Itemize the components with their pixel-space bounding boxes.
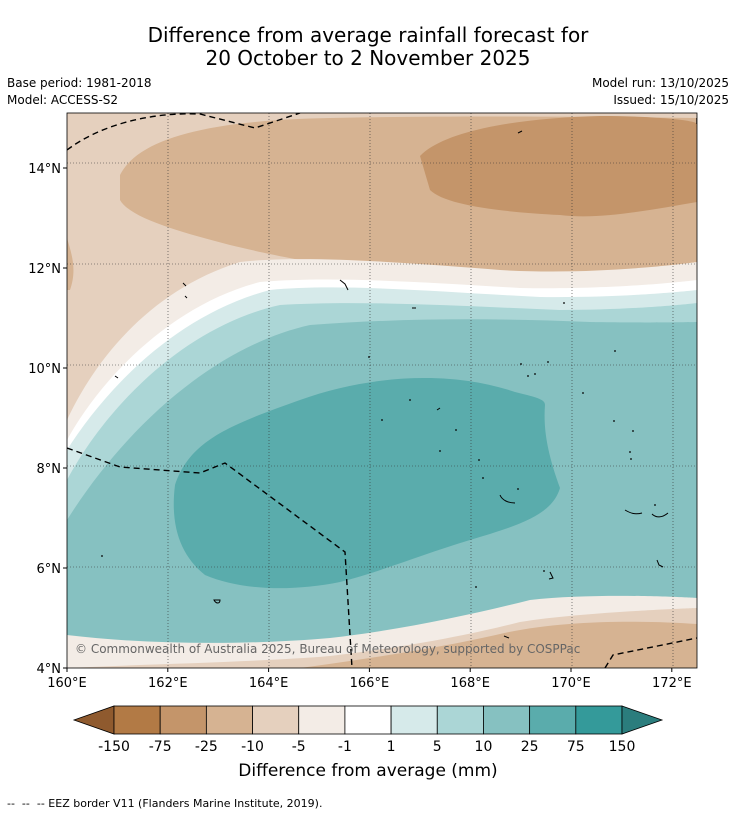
issued-date: Issued: 15/10/2025: [613, 93, 729, 107]
y-tick-label: 14°N: [28, 162, 61, 177]
colorbar-label: 5: [433, 739, 442, 755]
meta-left: Base period: 1981-2018 Model: ACCESS-S2: [7, 75, 152, 109]
colorbar-swatch: [113, 705, 161, 735]
copyright-note: © Commonwealth of Australia 2025, Bureau…: [75, 642, 580, 656]
colorbar-swatch: [159, 705, 207, 735]
colorbar-swatch: [252, 705, 300, 735]
colorbar-label: 75: [567, 739, 585, 755]
colorbar-label: -1: [338, 739, 352, 755]
colorbar-label: -5: [292, 739, 306, 755]
colorbar-swatch: [575, 705, 623, 735]
colorbar-label: 150: [609, 739, 636, 755]
y-tick-label: 4°N: [37, 662, 62, 677]
y-tick-label: 6°N: [37, 562, 62, 577]
x-tick-label: 168°E: [450, 676, 490, 691]
island-dots: [101, 302, 656, 588]
colorbar-swatch: [298, 705, 346, 735]
colorbar-swatch: [529, 705, 577, 735]
colorbar-swatch: [483, 705, 531, 735]
eez-legend-note: -- -- -- EEZ border V11 (Flanders Marine…: [7, 797, 323, 810]
y-tick-label: 8°N: [37, 462, 62, 477]
eez-borders: [67, 113, 697, 668]
x-tick-label: 166°E: [350, 676, 390, 691]
colorbar: -150 -75 -25 -10 -5 -1 1 5 10 25 75 150: [72, 705, 664, 755]
colorbar-label: 10: [475, 739, 493, 755]
colorbar-label: -10: [241, 739, 264, 755]
colorbar-extend-low: [72, 705, 115, 735]
x-tick-label: 172°E: [652, 676, 692, 691]
title-line-2: 20 October to 2 November 2025: [205, 46, 531, 70]
rainfall-contours: [67, 113, 697, 668]
colorbar-extend-high: [621, 705, 664, 735]
colorbar-label: 1: [387, 739, 396, 755]
colorbar-label: -25: [195, 739, 218, 755]
band-dark-teal-core: [173, 378, 560, 589]
colorbar-swatch: [344, 705, 392, 735]
colorbar-label: -150: [98, 739, 130, 755]
meta-right: Model run: 13/10/2025 Issued: 15/10/2025: [592, 75, 729, 109]
x-tick-label: 160°E: [47, 676, 87, 691]
title-line-1: Difference from average rainfall forecas…: [147, 23, 589, 47]
islands: [114, 130, 669, 639]
colorbar-swatch: [436, 705, 484, 735]
x-tick-label: 170°E: [551, 676, 591, 691]
base-period: Base period: 1981-2018: [7, 76, 152, 90]
band-south-tan: [300, 621, 697, 668]
x-tick-label: 164°E: [249, 676, 289, 691]
y-tick-label: 10°N: [28, 362, 61, 377]
y-tick-label: 12°N: [28, 262, 61, 277]
map-frame: [66, 112, 698, 669]
colorbar-label: 25: [521, 739, 539, 755]
model-name: Model: ACCESS-S2: [7, 93, 119, 107]
colorbar-title: Difference from average (mm): [238, 761, 498, 781]
model-run: Model run: 13/10/2025: [591, 76, 729, 90]
colorbar-swatch: [390, 705, 438, 735]
colorbar-swatch: [205, 705, 253, 735]
band-brown-northeast: [420, 116, 697, 217]
x-axis-ticks: 160°E 162°E 164°E 166°E 168°E 170°E 172°E: [47, 668, 692, 691]
y-axis-ticks: 14°N 12°N 10°N 8°N 6°N 4°N: [28, 162, 67, 677]
grid-lines: [67, 113, 697, 668]
x-tick-label: 162°E: [148, 676, 188, 691]
colorbar-label: -75: [149, 739, 172, 755]
